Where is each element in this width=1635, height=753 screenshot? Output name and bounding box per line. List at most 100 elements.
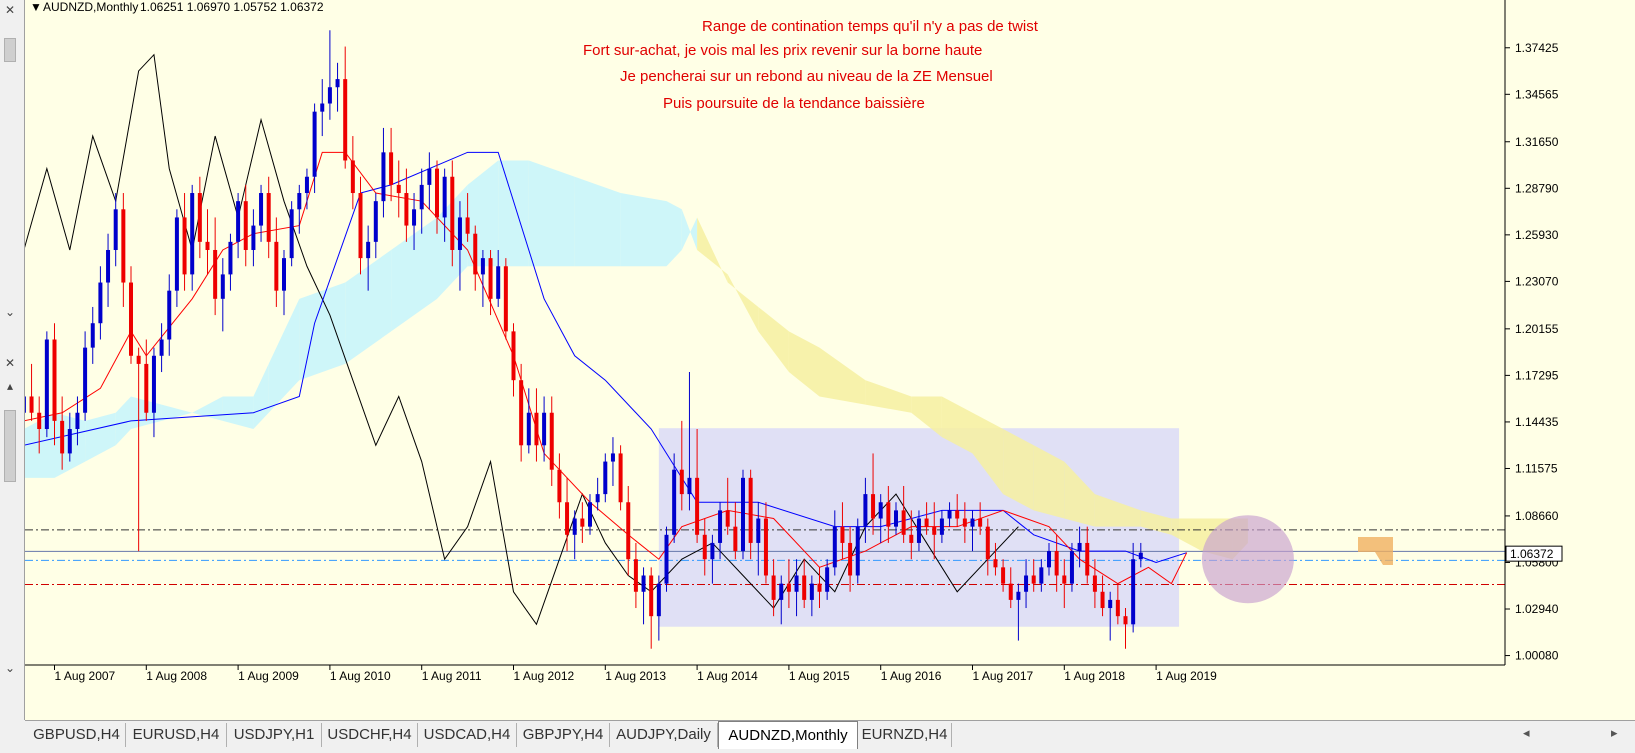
y-tick-label: 1.37425	[1515, 41, 1559, 55]
candle-body	[205, 241, 210, 250]
tab-audnzd-monthly[interactable]: AUDNZD,Monthly	[718, 721, 858, 749]
chart-window[interactable]: 1.37425 1.34565 1.31650 1.28790 1.25930 1.230…	[25, 0, 1635, 720]
tab-usdchf-h4[interactable]: USDCHF,H4	[322, 723, 418, 747]
chart-tabs-bar: GBPUSD,H4 EURUSD,H4 USDJPY,H1 USDCHF,H4 USDC…	[25, 720, 1635, 753]
candle-body	[970, 518, 975, 527]
tab-audjpy-daily[interactable]: AUDJPY,Daily	[610, 723, 718, 747]
candle-body	[947, 510, 952, 519]
dropdown-triangle-icon[interactable]: ▼	[30, 0, 42, 14]
candle-body	[939, 518, 944, 535]
candle-body	[1001, 567, 1006, 584]
candle-body	[526, 412, 531, 446]
candle-body	[718, 510, 723, 543]
ichimoku-cloud-segment	[299, 282, 346, 381]
annotation-2: Fort sur-achat, je vois mal les prix rev…	[583, 42, 982, 59]
candle-body	[534, 412, 539, 446]
x-tick-label: 1 Aug 2019	[1156, 669, 1217, 683]
candle-body	[572, 518, 577, 535]
arrow-right-icon[interactable]: ▸	[1611, 725, 1618, 740]
candle-body	[748, 477, 753, 543]
candle-body	[113, 209, 118, 250]
candlestick-chart[interactable]: 1.37425 1.34565 1.31650 1.28790 1.25930 1.230…	[25, 0, 1635, 720]
ichimoku-cloud-segment	[681, 209, 698, 250]
candle-body	[1031, 575, 1036, 584]
y-tick-label: 1.00080	[1515, 649, 1559, 663]
candle-body	[282, 258, 286, 291]
candle-body	[1008, 583, 1013, 600]
candle-body	[802, 575, 807, 600]
tab-usdcad-h4[interactable]: USDCAD,H4	[418, 723, 517, 747]
candle-body	[266, 193, 271, 242]
ichimoku-cloud-segment	[1064, 461, 1095, 527]
candle-body	[396, 184, 401, 194]
candle-body	[381, 152, 386, 202]
candle-body	[763, 518, 768, 576]
candle-body	[901, 510, 906, 535]
candle-body	[603, 461, 608, 495]
y-tick-label: 1.02940	[1515, 602, 1559, 616]
candle-body	[672, 469, 677, 535]
candle-body	[129, 282, 133, 356]
candle-body	[610, 453, 615, 462]
y-tick-label: 1.34565	[1515, 87, 1559, 101]
candle-body	[855, 526, 860, 576]
close-icon[interactable]: ✕	[4, 3, 16, 17]
candle-body	[1123, 616, 1128, 625]
candle-body	[98, 282, 103, 324]
candle-body	[228, 241, 233, 275]
ichimoku-cloud-segment	[819, 347, 866, 405]
ichimoku-cloud-segment	[1171, 518, 1202, 552]
x-tick-label: 1 Aug 2012	[514, 669, 575, 683]
candle-body	[450, 176, 455, 250]
scrollbar-thumb-bottom[interactable]	[4, 410, 16, 482]
candle-body	[320, 103, 325, 112]
candle-body	[442, 176, 447, 218]
ichimoku-cloud-segment	[85, 412, 116, 462]
candle-body	[167, 290, 172, 340]
candle-body	[909, 534, 914, 543]
candle-body	[756, 518, 761, 543]
candle-body	[595, 494, 600, 503]
candle-body	[1062, 575, 1067, 584]
x-tick-label: 1 Aug 2013	[605, 669, 666, 683]
candle-body	[962, 518, 967, 527]
candle-body	[190, 193, 195, 275]
close-icon[interactable]: ✕	[4, 356, 16, 370]
candle-body	[259, 193, 264, 226]
tab-usdjpy-h1[interactable]: USDJPY,H1	[227, 723, 322, 747]
candle-body	[832, 526, 837, 568]
ichimoku-cloud-segment	[758, 306, 789, 373]
tab-gbpusd-h4[interactable]: GBPUSD,H4	[28, 723, 126, 747]
tab-eurusd-h4[interactable]: EURUSD,H4	[126, 723, 227, 747]
ichimoku-cloud-segment	[161, 404, 193, 421]
candle-body	[465, 217, 470, 234]
candle-body	[1115, 599, 1120, 617]
candle-body	[366, 241, 371, 259]
x-tick-label: 1 Aug 2017	[973, 669, 1034, 683]
candle-body	[580, 518, 585, 527]
scrollbar-thumb-top[interactable]	[4, 38, 16, 62]
chevron-down-icon[interactable]: ⌄	[4, 305, 16, 319]
candle-body	[993, 559, 998, 568]
kijun-sen-line	[25, 151, 1187, 563]
candle-body	[1016, 591, 1021, 600]
candle-body	[427, 168, 432, 185]
chevron-down-icon[interactable]: ⌄	[4, 661, 16, 675]
ichimoku-cloud-segment	[727, 274, 759, 332]
candle-body	[297, 193, 302, 210]
ichimoku-cloud-segment	[697, 217, 728, 283]
candle-body	[304, 176, 309, 194]
chevron-up-icon[interactable]: ▴	[6, 379, 14, 393]
candle-body	[174, 217, 179, 291]
tab-gbpjpy-h4[interactable]: GBPJPY,H4	[517, 723, 610, 747]
y-tick-label: 1.17295	[1515, 368, 1559, 382]
arrow-left-icon[interactable]: ◂	[1523, 725, 1530, 740]
ichimoku-cloud-segment	[972, 412, 1004, 495]
candle-body	[978, 518, 983, 527]
ichimoku-cloud-segment	[192, 396, 223, 421]
y-tick-label: 1.08660	[1515, 509, 1559, 523]
candle-body	[274, 241, 279, 291]
ichimoku-cloud-segment	[222, 396, 254, 430]
tab-eurnzd-h4[interactable]: EURNZD,H4	[858, 723, 952, 747]
ichimoku-cloud-segment	[391, 217, 437, 332]
